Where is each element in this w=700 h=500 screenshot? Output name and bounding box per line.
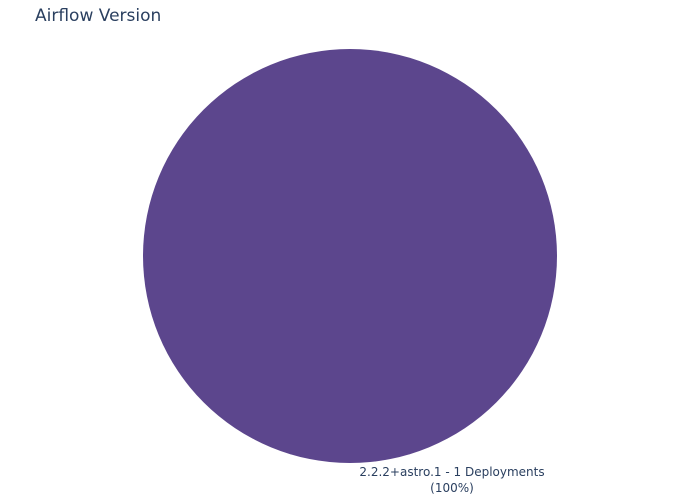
- chart-title: Airflow Version: [35, 6, 162, 26]
- pie-slice[interactable]: [143, 49, 557, 463]
- slice-label: 2.2.2+astro.1 - 1 Deployments: [359, 465, 544, 479]
- slice-percent-label: (100%): [430, 481, 474, 495]
